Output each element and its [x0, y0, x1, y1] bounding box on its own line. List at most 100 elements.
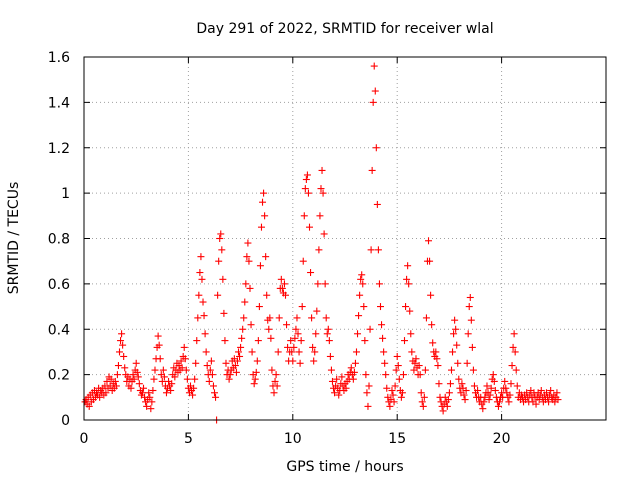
data-point — [489, 371, 497, 379]
data-point — [331, 389, 339, 397]
data-point — [485, 396, 493, 404]
data-point — [129, 371, 137, 379]
data-point — [481, 393, 489, 401]
data-point — [460, 391, 468, 399]
data-point — [486, 391, 494, 399]
data-point — [425, 237, 433, 245]
data-point — [154, 332, 162, 340]
data-point — [231, 362, 239, 370]
data-point — [197, 253, 205, 261]
data-point — [205, 377, 213, 385]
data-point — [356, 291, 364, 299]
data-point — [469, 366, 477, 374]
data-point — [333, 375, 341, 383]
data-point — [369, 98, 377, 106]
data-point — [419, 402, 427, 410]
data-point — [435, 380, 443, 388]
data-point — [537, 387, 545, 395]
data-point — [364, 402, 372, 410]
data-point — [206, 366, 214, 374]
data-point — [220, 309, 228, 317]
y-tick-label: 0.8 — [48, 232, 70, 248]
data-point — [434, 362, 442, 370]
data-point — [397, 393, 405, 401]
data-point — [260, 189, 268, 197]
data-point — [245, 257, 253, 265]
data-point — [201, 330, 209, 338]
data-point — [146, 393, 154, 401]
data-point — [259, 198, 267, 206]
data-point — [120, 352, 128, 360]
data-point — [297, 337, 305, 345]
data-point — [251, 375, 259, 383]
data-point — [274, 348, 282, 356]
data-point — [452, 325, 460, 333]
data-point — [447, 366, 455, 374]
data-point — [107, 375, 115, 383]
data-point — [216, 235, 224, 242]
data-point — [462, 387, 470, 395]
data-point — [211, 389, 218, 397]
data-point — [415, 362, 423, 370]
data-point — [317, 185, 325, 193]
data-point — [149, 387, 157, 395]
data-point — [324, 325, 332, 333]
data-point — [458, 380, 466, 388]
data-point — [449, 348, 457, 356]
data-point — [483, 382, 491, 390]
data-point — [368, 166, 376, 174]
grid-lines — [84, 57, 606, 420]
y-tick-label: 0.2 — [48, 368, 70, 384]
data-point — [545, 398, 553, 406]
data-point — [308, 314, 316, 322]
data-point — [349, 375, 357, 383]
y-tick-label: 1.2 — [48, 141, 70, 157]
data-point — [370, 62, 378, 70]
data-point — [273, 382, 281, 390]
data-point — [198, 275, 206, 283]
data-point — [278, 284, 286, 292]
data-point — [453, 341, 461, 349]
data-point — [296, 359, 304, 367]
data-point — [554, 396, 562, 404]
data-point — [253, 357, 261, 365]
data-point — [284, 343, 292, 351]
data-point — [507, 380, 515, 388]
data-point — [272, 371, 280, 379]
data-point — [203, 362, 211, 370]
data-point — [408, 348, 416, 356]
data-point — [275, 314, 283, 322]
data-point — [313, 307, 321, 315]
data-point — [209, 382, 217, 390]
data-point — [465, 303, 473, 311]
data-point — [218, 246, 226, 254]
y-tick-label: 0 — [61, 413, 70, 429]
data-point — [301, 185, 309, 193]
data-point — [193, 337, 201, 345]
data-point — [420, 393, 428, 401]
data-point — [406, 307, 414, 315]
data-point — [412, 355, 420, 363]
data-point — [479, 405, 487, 413]
data-point — [352, 348, 360, 356]
data-point — [299, 257, 307, 265]
data-point — [509, 343, 517, 351]
data-point — [470, 382, 478, 390]
data-point — [389, 391, 397, 399]
data-point — [450, 330, 458, 338]
data-point — [132, 359, 140, 367]
data-point — [429, 339, 437, 347]
x-tick-label: 5 — [184, 431, 193, 447]
data-point — [432, 348, 440, 356]
data-point — [225, 375, 233, 383]
data-point — [366, 325, 374, 333]
data-point — [418, 398, 426, 406]
data-point — [417, 389, 425, 397]
data-point — [289, 357, 297, 365]
data-point — [178, 364, 186, 372]
data-point — [158, 377, 166, 385]
data-point — [355, 312, 363, 320]
data-point — [395, 375, 403, 383]
data-point — [280, 280, 288, 288]
data-point — [393, 352, 401, 360]
